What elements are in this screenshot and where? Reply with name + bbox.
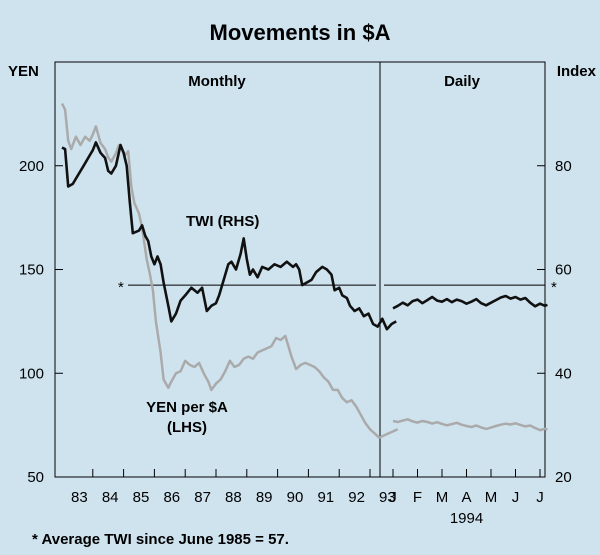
series-label-yen-axis: (LHS)	[167, 419, 207, 436]
chart-title: Movements in $A	[210, 20, 391, 45]
right-tick-label: 20	[555, 469, 572, 486]
right-tick-label: 60	[555, 262, 572, 279]
left-tick-label: 150	[19, 262, 44, 279]
x-year-label: 1994	[450, 510, 483, 527]
x-tick-label-month: A	[461, 489, 471, 506]
x-tick-label-year: 86	[163, 489, 180, 506]
x-tick-label-year: 92	[348, 489, 365, 506]
x-tick-label-year: 90	[287, 489, 304, 506]
right-axis-label: Index	[557, 63, 597, 80]
x-tick-label-year: 93	[379, 489, 396, 506]
series-line-twi-monthly	[61, 141, 397, 331]
x-tick-label-year: 85	[133, 489, 150, 506]
x-tick-label-year: 91	[317, 489, 334, 506]
panel-label-monthly: Monthly	[188, 73, 246, 90]
reference-marker-left: *	[118, 279, 124, 296]
x-tick-label-month: J	[536, 489, 544, 506]
panel-label-daily: Daily	[444, 73, 481, 90]
series-line-yen-daily	[392, 418, 548, 432]
series-line-yen-monthly	[60, 102, 399, 439]
x-tick-label-month: J	[389, 489, 397, 506]
left-tick-label: 100	[19, 365, 44, 382]
x-tick-label-month: J	[512, 489, 520, 506]
x-tick-label-month: M	[485, 489, 498, 506]
x-tick-label-month: M	[436, 489, 449, 506]
right-tick-label: 40	[555, 365, 572, 382]
x-tick-label-year: 88	[225, 489, 242, 506]
series-label-yen: YEN per $A	[146, 399, 228, 416]
x-tick-label-year: 84	[102, 489, 119, 506]
x-tick-label-month: F	[413, 489, 422, 506]
reference-marker-right: *	[551, 279, 557, 296]
series-label-twi: TWI (RHS)	[186, 213, 259, 230]
left-tick-label: 50	[27, 469, 44, 486]
left-tick-label: 200	[19, 158, 44, 175]
right-tick-label: 80	[555, 158, 572, 175]
x-tick-label-year: 83	[71, 489, 88, 506]
series-line-twi-daily	[392, 294, 548, 310]
x-tick-label-year: 87	[194, 489, 211, 506]
x-tick-label-year: 89	[256, 489, 273, 506]
left-axis-label: YEN	[8, 63, 39, 80]
footnote: * Average TWI since June 1985 = 57.	[32, 531, 289, 548]
